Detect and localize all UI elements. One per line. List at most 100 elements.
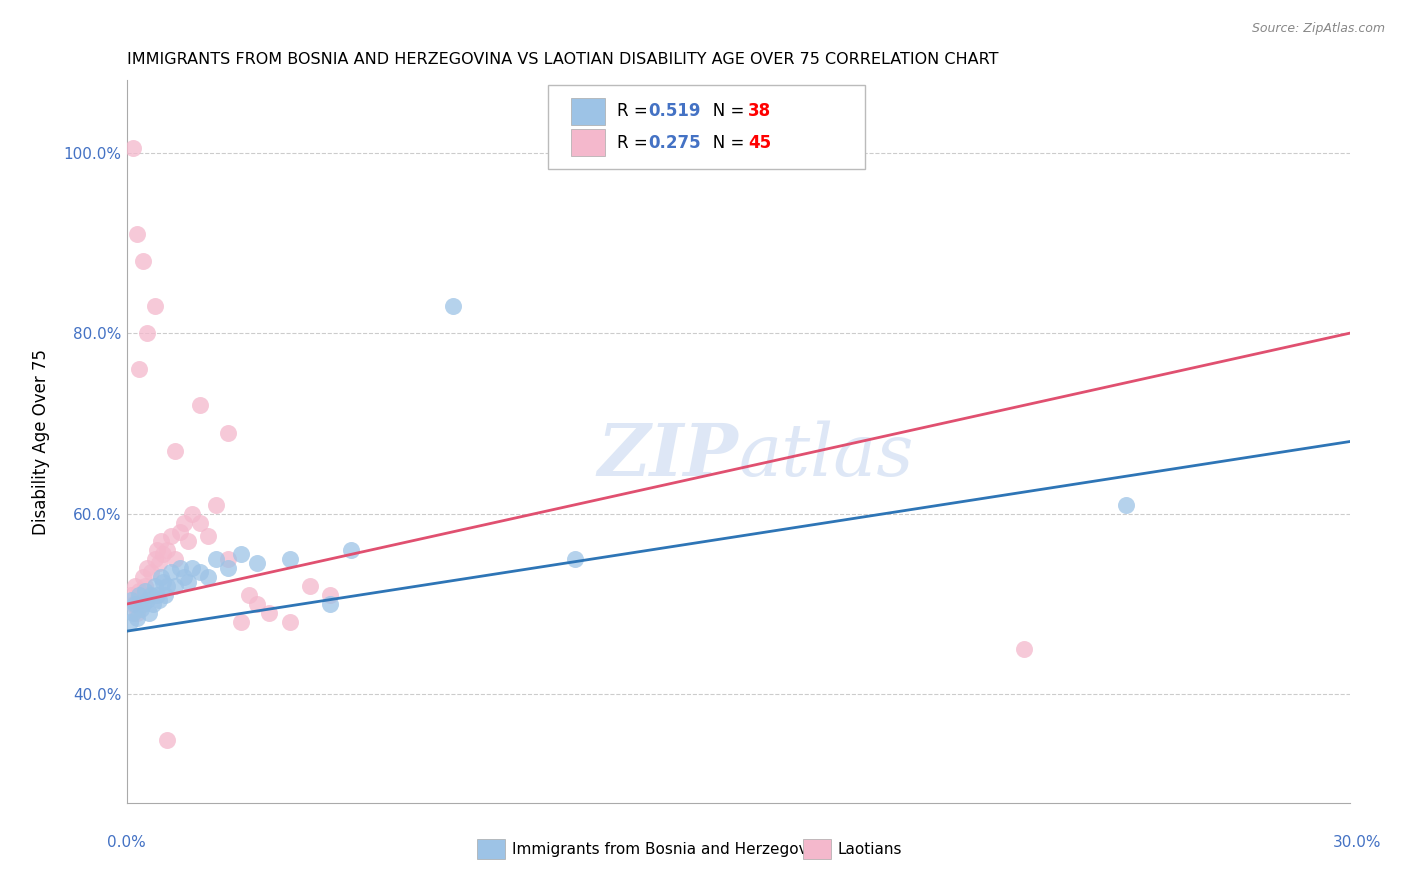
Point xyxy=(135,326,157,341)
Point xyxy=(197,570,219,584)
Point xyxy=(152,574,174,589)
Point xyxy=(143,552,166,566)
Text: R =: R = xyxy=(617,134,654,152)
Point xyxy=(1012,642,1035,657)
Point xyxy=(177,533,200,548)
Point xyxy=(278,552,301,566)
Text: Immigrants from Bosnia and Herzegovina: Immigrants from Bosnia and Herzegovina xyxy=(512,842,831,856)
Point xyxy=(134,583,156,598)
Point xyxy=(169,524,191,539)
Point xyxy=(138,588,160,602)
Point xyxy=(165,443,187,458)
Point xyxy=(229,615,252,630)
Point xyxy=(319,597,342,611)
Point xyxy=(121,141,143,155)
Point xyxy=(120,592,142,607)
Point xyxy=(197,529,219,543)
Point xyxy=(156,579,179,593)
Point xyxy=(259,606,281,620)
Point xyxy=(1114,498,1136,512)
Point xyxy=(132,570,155,584)
Point xyxy=(165,552,187,566)
Point xyxy=(205,498,228,512)
Point xyxy=(124,579,146,593)
Point xyxy=(129,601,152,615)
Point xyxy=(169,561,191,575)
Text: 0.0%: 0.0% xyxy=(107,836,146,850)
Point xyxy=(146,588,169,602)
Text: 38: 38 xyxy=(748,103,770,120)
Point xyxy=(180,507,202,521)
Point xyxy=(135,592,157,607)
Point xyxy=(143,579,166,593)
Point xyxy=(188,398,211,412)
Point xyxy=(132,597,155,611)
Point xyxy=(180,561,202,575)
Point xyxy=(124,597,146,611)
Point xyxy=(299,579,322,593)
Point xyxy=(160,529,183,543)
Point xyxy=(129,592,152,607)
Point xyxy=(146,542,169,557)
Point xyxy=(229,548,252,562)
Point xyxy=(139,588,162,602)
Point xyxy=(152,548,174,562)
Point xyxy=(121,597,143,611)
Point xyxy=(564,552,586,566)
Point xyxy=(160,566,183,580)
Text: R =: R = xyxy=(617,103,654,120)
Point xyxy=(132,253,155,268)
Point xyxy=(125,606,148,620)
Point xyxy=(138,606,160,620)
Point xyxy=(142,597,165,611)
Point xyxy=(156,732,179,747)
Point xyxy=(139,566,162,580)
Y-axis label: Disability Age Over 75: Disability Age Over 75 xyxy=(32,349,49,534)
Text: IMMIGRANTS FROM BOSNIA AND HERZEGOVINA VS LAOTIAN DISABILITY AGE OVER 75 CORRELA: IMMIGRANTS FROM BOSNIA AND HERZEGOVINA V… xyxy=(127,52,998,67)
Point xyxy=(128,588,150,602)
Text: Laotians: Laotians xyxy=(838,842,903,856)
Point xyxy=(143,299,166,313)
Text: 0.519: 0.519 xyxy=(648,103,700,120)
Point xyxy=(173,570,195,584)
Point xyxy=(177,574,200,589)
Point xyxy=(128,583,150,598)
Text: 0.275: 0.275 xyxy=(648,134,700,152)
Point xyxy=(121,606,143,620)
Point xyxy=(134,579,156,593)
Point xyxy=(150,570,173,584)
Point xyxy=(173,516,195,530)
Text: 30.0%: 30.0% xyxy=(1333,836,1381,850)
Point xyxy=(165,579,187,593)
Point xyxy=(217,561,239,575)
Point xyxy=(340,542,363,557)
Point xyxy=(278,615,301,630)
Text: Source: ZipAtlas.com: Source: ZipAtlas.com xyxy=(1251,22,1385,36)
Point xyxy=(155,588,177,602)
Point xyxy=(128,362,150,376)
Point xyxy=(125,227,148,241)
Point xyxy=(135,561,157,575)
Point xyxy=(150,533,173,548)
Point xyxy=(238,588,260,602)
Text: atlas: atlas xyxy=(738,421,914,491)
Point xyxy=(319,588,342,602)
Point xyxy=(246,597,269,611)
Point xyxy=(148,592,170,607)
Point xyxy=(120,588,142,602)
Text: N =: N = xyxy=(697,134,749,152)
Point xyxy=(217,425,239,440)
Point xyxy=(188,516,211,530)
Text: 45: 45 xyxy=(748,134,770,152)
Point xyxy=(156,542,179,557)
Point xyxy=(205,552,228,566)
Point xyxy=(125,610,148,624)
Point xyxy=(217,552,239,566)
Point xyxy=(188,566,211,580)
Point xyxy=(148,557,170,571)
Point xyxy=(118,615,141,630)
Point xyxy=(441,299,464,313)
Text: ZIP: ZIP xyxy=(598,420,738,491)
Text: N =: N = xyxy=(697,103,749,120)
Point xyxy=(246,557,269,571)
